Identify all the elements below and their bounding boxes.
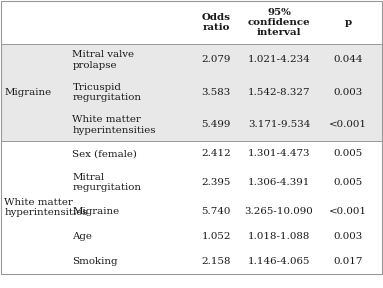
Text: 3.583: 3.583 (201, 88, 231, 97)
Text: 0.044: 0.044 (334, 55, 363, 64)
Text: Tricuspid
regurgitation: Tricuspid regurgitation (72, 83, 141, 102)
Text: 1.146-4.065: 1.146-4.065 (248, 257, 310, 266)
Text: 0.003: 0.003 (334, 232, 363, 241)
FancyBboxPatch shape (2, 109, 381, 141)
Text: 1.306-4.391: 1.306-4.391 (248, 178, 310, 187)
Text: 2.412: 2.412 (201, 149, 231, 158)
Text: White matter
hyperintensities: White matter hyperintensities (5, 198, 88, 217)
Text: Migraine: Migraine (72, 207, 119, 216)
Text: White matter
hyperintensities: White matter hyperintensities (72, 115, 156, 134)
Text: 1.018-1.088: 1.018-1.088 (248, 232, 310, 241)
FancyBboxPatch shape (2, 76, 381, 109)
Text: Sex (female): Sex (female) (72, 149, 137, 158)
Text: 2.395: 2.395 (201, 178, 231, 187)
Text: 1.021-4.234: 1.021-4.234 (247, 55, 310, 64)
Text: 3.171-9.534: 3.171-9.534 (248, 120, 310, 129)
FancyBboxPatch shape (2, 166, 381, 199)
Text: p: p (345, 18, 352, 27)
Text: 2.079: 2.079 (201, 55, 231, 64)
FancyBboxPatch shape (2, 249, 381, 274)
Text: 95%
confidence
interval: 95% confidence interval (248, 7, 310, 37)
Text: 0.005: 0.005 (334, 149, 363, 158)
Text: Smoking: Smoking (72, 257, 118, 266)
FancyBboxPatch shape (2, 1, 381, 43)
FancyBboxPatch shape (2, 224, 381, 249)
Text: Age: Age (72, 232, 92, 241)
Text: 2.158: 2.158 (201, 257, 231, 266)
Text: <0.001: <0.001 (329, 120, 367, 129)
Text: 3.265-10.090: 3.265-10.090 (245, 207, 313, 216)
FancyBboxPatch shape (2, 199, 381, 224)
Text: 1.542-8.327: 1.542-8.327 (248, 88, 310, 97)
Text: 5.499: 5.499 (201, 120, 231, 129)
Text: Mitral valve
prolapse: Mitral valve prolapse (72, 50, 134, 70)
Text: Odds
ratio: Odds ratio (202, 13, 231, 32)
Text: 0.017: 0.017 (334, 257, 363, 266)
Text: 5.740: 5.740 (201, 207, 231, 216)
Text: Mitral
regurgitation: Mitral regurgitation (72, 173, 141, 192)
Text: <0.001: <0.001 (329, 207, 367, 216)
FancyBboxPatch shape (2, 43, 381, 76)
Text: 0.003: 0.003 (334, 88, 363, 97)
FancyBboxPatch shape (2, 141, 381, 166)
Text: 1.052: 1.052 (201, 232, 231, 241)
Text: 1.301-4.473: 1.301-4.473 (248, 149, 310, 158)
Text: 0.005: 0.005 (334, 178, 363, 187)
Text: Migraine: Migraine (5, 88, 52, 97)
